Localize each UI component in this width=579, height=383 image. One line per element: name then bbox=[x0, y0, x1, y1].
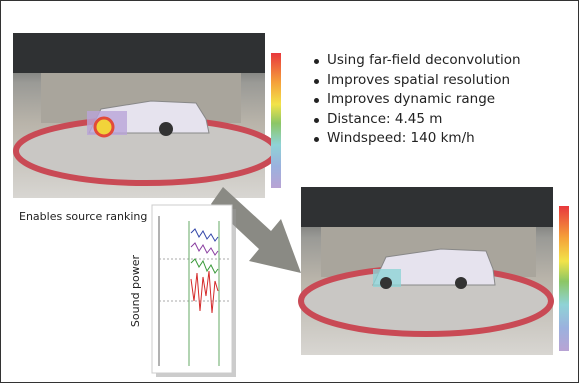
inset-plot: Sound power bbox=[129, 205, 236, 377]
photo-left bbox=[13, 33, 276, 198]
slide: Sound power Using far-field deconvolutio… bbox=[0, 0, 579, 383]
colorbar bbox=[559, 206, 569, 351]
photo-right bbox=[301, 187, 553, 355]
bullet: Using far-field deconvolution bbox=[313, 51, 521, 71]
bullet: Improves dynamic range bbox=[313, 90, 521, 110]
inset-title: Enables source ranking bbox=[19, 210, 147, 223]
bullet: Improves spatial resolution bbox=[313, 71, 521, 91]
bullet: Windspeed: 140 km/h bbox=[313, 129, 521, 149]
colorbar bbox=[271, 53, 281, 188]
axis-label: Sound power bbox=[129, 254, 142, 327]
bullet: Distance: 4.45 m bbox=[313, 110, 521, 130]
